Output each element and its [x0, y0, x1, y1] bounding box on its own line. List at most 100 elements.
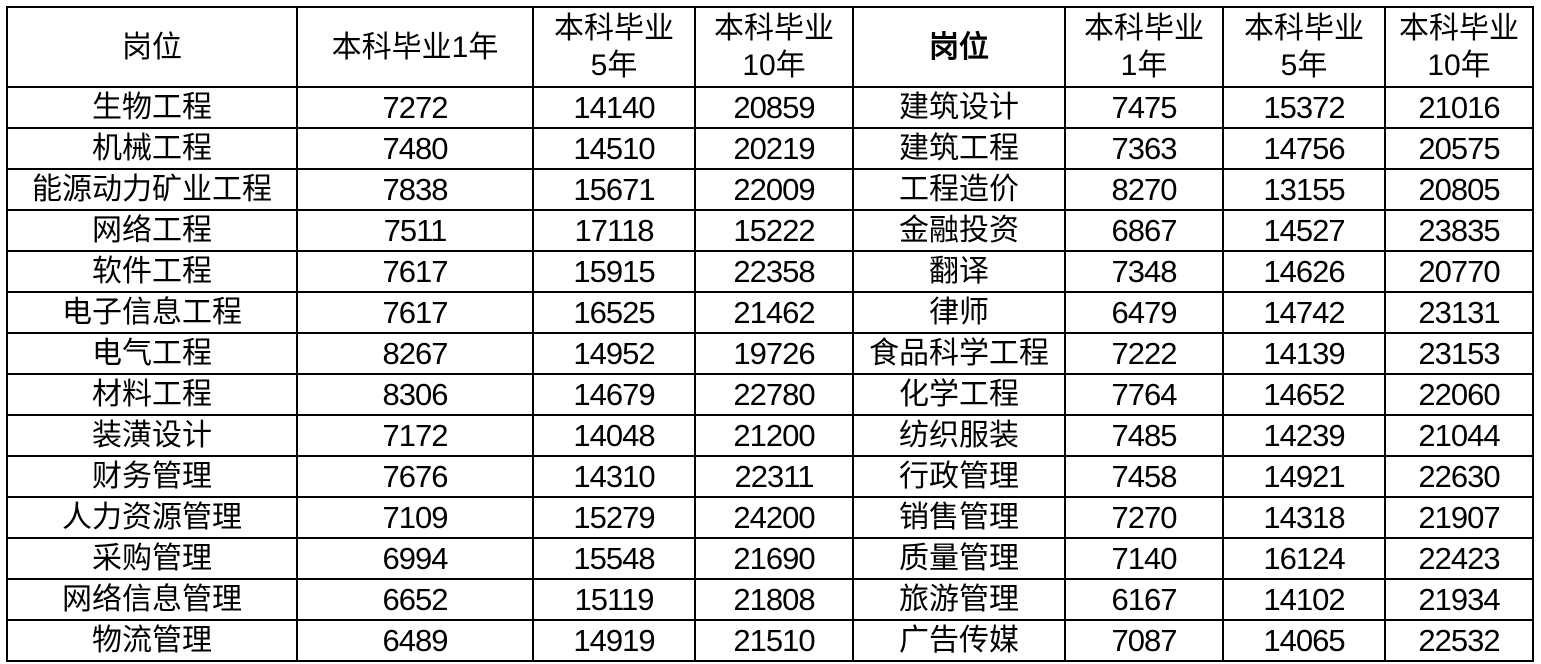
- salary-10yr-left: 21808: [694, 578, 854, 621]
- salary-5yr-right: 15372: [1222, 86, 1386, 129]
- salary-1yr-left: 7838: [296, 168, 534, 211]
- salary-1yr-left: 7272: [296, 86, 534, 129]
- salary-1yr-right: 6479: [1064, 291, 1224, 334]
- position-cell-left: 物流管理: [6, 619, 298, 662]
- salary-1yr-right: 7348: [1064, 250, 1224, 293]
- salary-5yr-left: 14510: [532, 127, 696, 170]
- position-cell-left: 人力资源管理: [6, 496, 298, 539]
- position-cell-left: 生物工程: [6, 86, 298, 129]
- salary-10yr-right: 23131: [1384, 291, 1534, 334]
- salary-10yr-right: 23835: [1384, 209, 1534, 252]
- table-row: 机械工程 7480 14510 20219 建筑工程 7363 14756 20…: [6, 127, 1534, 170]
- table-row: 网络信息管理 6652 15119 21808 旅游管理 6167 14102 …: [6, 578, 1534, 621]
- salary-1yr-left: 7676: [296, 455, 534, 498]
- salary-1yr-left: 7617: [296, 291, 534, 334]
- position-cell-left: 财务管理: [6, 455, 298, 498]
- salary-5yr-right: 14921: [1222, 455, 1386, 498]
- salary-10yr-right: 21044: [1384, 414, 1534, 457]
- table-row: 材料工程 8306 14679 22780 化学工程 7764 14652 22…: [6, 373, 1534, 416]
- position-cell-right: 建筑设计: [852, 86, 1066, 129]
- salary-5yr-right: 16124: [1222, 537, 1386, 580]
- header-position-left: 岗位: [6, 6, 298, 88]
- salary-5yr-left: 14952: [532, 332, 696, 375]
- salary-1yr-left: 7511: [296, 209, 534, 252]
- salary-table: 岗位 本科毕业1年 本科毕业 5年 本科毕业 10年 岗位 本科毕业 1年 本科…: [6, 6, 1534, 662]
- salary-10yr-right: 21934: [1384, 578, 1534, 621]
- salary-10yr-left: 15222: [694, 209, 854, 252]
- salary-10yr-right: 21907: [1384, 496, 1534, 539]
- position-cell-right: 律师: [852, 291, 1066, 334]
- salary-10yr-right: 22630: [1384, 455, 1534, 498]
- salary-5yr-right: 14102: [1222, 578, 1386, 621]
- header-1yr-right: 本科毕业 1年: [1064, 6, 1224, 88]
- position-cell-right: 金融投资: [852, 209, 1066, 252]
- table-row: 生物工程 7272 14140 20859 建筑设计 7475 15372 21…: [6, 86, 1534, 129]
- salary-1yr-right: 7475: [1064, 86, 1224, 129]
- position-cell-right: 销售管理: [852, 496, 1066, 539]
- salary-1yr-right: 8270: [1064, 168, 1224, 211]
- salary-10yr-left: 22009: [694, 168, 854, 211]
- table-row: 采购管理 6994 15548 21690 质量管理 7140 16124 22…: [6, 537, 1534, 580]
- salary-1yr-right: 6167: [1064, 578, 1224, 621]
- salary-10yr-right: 20805: [1384, 168, 1534, 211]
- position-cell-left: 材料工程: [6, 373, 298, 416]
- salary-1yr-left: 6994: [296, 537, 534, 580]
- table-row: 财务管理 7676 14310 22311 行政管理 7458 14921 22…: [6, 455, 1534, 498]
- position-cell-right: 工程造价: [852, 168, 1066, 211]
- salary-10yr-left: 21510: [694, 619, 854, 662]
- position-cell-left: 软件工程: [6, 250, 298, 293]
- header-10yr-left: 本科毕业 10年: [694, 6, 854, 88]
- salary-5yr-left: 14140: [532, 86, 696, 129]
- salary-10yr-right: 22060: [1384, 373, 1534, 416]
- salary-10yr-right: 20575: [1384, 127, 1534, 170]
- salary-5yr-right: 14626: [1222, 250, 1386, 293]
- salary-10yr-left: 22358: [694, 250, 854, 293]
- salary-5yr-right: 14527: [1222, 209, 1386, 252]
- salary-10yr-right: 20770: [1384, 250, 1534, 293]
- salary-5yr-right: 14139: [1222, 332, 1386, 375]
- salary-1yr-left: 7109: [296, 496, 534, 539]
- salary-5yr-left: 14919: [532, 619, 696, 662]
- position-cell-right: 翻译: [852, 250, 1066, 293]
- salary-1yr-left: 7480: [296, 127, 534, 170]
- position-cell-right: 旅游管理: [852, 578, 1066, 621]
- salary-5yr-left: 17118: [532, 209, 696, 252]
- salary-10yr-right: 21016: [1384, 86, 1534, 129]
- position-cell-right: 纺织服装: [852, 414, 1066, 457]
- position-cell-right: 食品科学工程: [852, 332, 1066, 375]
- salary-5yr-left: 15119: [532, 578, 696, 621]
- header-10yr-right: 本科毕业 10年: [1384, 6, 1534, 88]
- table-row: 网络工程 7511 17118 15222 金融投资 6867 14527 23…: [6, 209, 1534, 252]
- position-cell-right: 建筑工程: [852, 127, 1066, 170]
- salary-1yr-right: 7485: [1064, 414, 1224, 457]
- salary-5yr-right: 14065: [1222, 619, 1386, 662]
- salary-10yr-left: 21690: [694, 537, 854, 580]
- salary-1yr-right: 7764: [1064, 373, 1224, 416]
- salary-1yr-right: 7270: [1064, 496, 1224, 539]
- salary-5yr-left: 14310: [532, 455, 696, 498]
- salary-1yr-right: 7458: [1064, 455, 1224, 498]
- table-row: 人力资源管理 7109 15279 24200 销售管理 7270 14318 …: [6, 496, 1534, 539]
- salary-10yr-right: 23153: [1384, 332, 1534, 375]
- position-cell-left: 装潢设计: [6, 414, 298, 457]
- salary-1yr-right: 7363: [1064, 127, 1224, 170]
- salary-1yr-left: 8306: [296, 373, 534, 416]
- salary-10yr-left: 19726: [694, 332, 854, 375]
- salary-1yr-left: 8267: [296, 332, 534, 375]
- salary-10yr-left: 21462: [694, 291, 854, 334]
- header-5yr-right: 本科毕业 5年: [1222, 6, 1386, 88]
- salary-10yr-left: 22311: [694, 455, 854, 498]
- salary-5yr-left: 14048: [532, 414, 696, 457]
- position-cell-left: 机械工程: [6, 127, 298, 170]
- position-cell-left: 采购管理: [6, 537, 298, 580]
- salary-10yr-left: 24200: [694, 496, 854, 539]
- salary-1yr-right: 7222: [1064, 332, 1224, 375]
- salary-1yr-left: 6489: [296, 619, 534, 662]
- position-cell-right: 广告传媒: [852, 619, 1066, 662]
- position-cell-left: 电子信息工程: [6, 291, 298, 334]
- salary-1yr-left: 7172: [296, 414, 534, 457]
- salary-5yr-right: 14239: [1222, 414, 1386, 457]
- salary-5yr-left: 15671: [532, 168, 696, 211]
- table-row: 电子信息工程 7617 16525 21462 律师 6479 14742 23…: [6, 291, 1534, 334]
- salary-1yr-right: 7087: [1064, 619, 1224, 662]
